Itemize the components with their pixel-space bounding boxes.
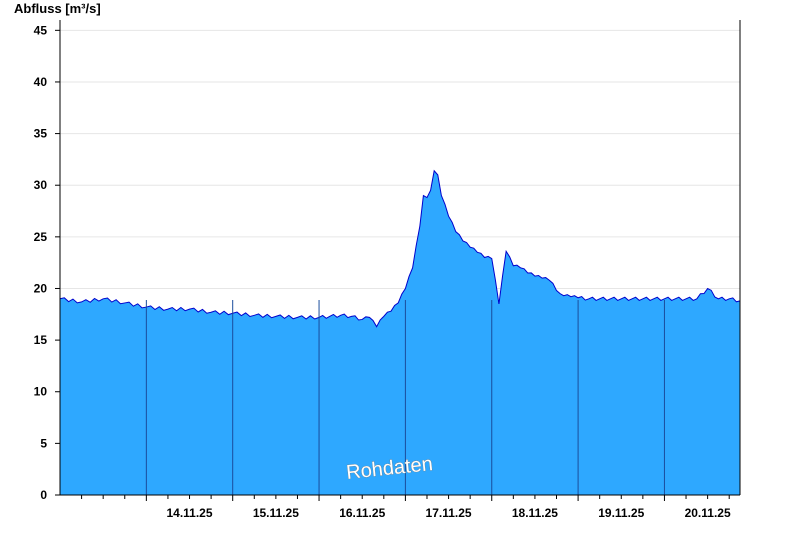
y-tick-label-4: 20 bbox=[34, 281, 48, 295]
y-tick-label-5: 25 bbox=[34, 230, 48, 244]
y-tick-label-3: 15 bbox=[34, 333, 48, 347]
x-tick-label-4: 18.11.25 bbox=[512, 506, 558, 520]
y-tick-label-0: 0 bbox=[40, 488, 47, 502]
y-tick-label-9: 45 bbox=[34, 23, 48, 37]
y-tick-label-6: 30 bbox=[34, 178, 48, 192]
y-tick-label-8: 40 bbox=[34, 75, 48, 89]
y-ticks: 0 5 10 15 20 25 30 35 40 45 bbox=[34, 23, 60, 502]
x-tick-label-5: 19.11.25 bbox=[598, 506, 644, 520]
area-layer bbox=[59, 169, 741, 495]
series-line bbox=[59, 169, 741, 328]
y-tick-label-1: 5 bbox=[40, 436, 47, 450]
x-ticks: 14.11.25 15.11.25 16.11.25 17.11.25 18.11.25… bbox=[81, 495, 731, 520]
x-tick-label-2: 16.11.25 bbox=[339, 506, 385, 520]
y-axis-title: Abfluss [m³/s] bbox=[14, 1, 101, 16]
series-area bbox=[60, 170, 740, 495]
y-tick-label-2: 10 bbox=[34, 385, 48, 399]
x-tick-label-6: 20.11.25 bbox=[685, 506, 731, 520]
x-tick-label-1: 15.11.25 bbox=[253, 506, 299, 520]
x-tick-label-0: 14.11.25 bbox=[166, 506, 212, 520]
axes bbox=[59, 20, 741, 496]
y-tick-label-7: 35 bbox=[34, 127, 48, 141]
day-separators bbox=[145, 300, 665, 495]
x-tick-label-3: 17.11.25 bbox=[426, 506, 472, 520]
